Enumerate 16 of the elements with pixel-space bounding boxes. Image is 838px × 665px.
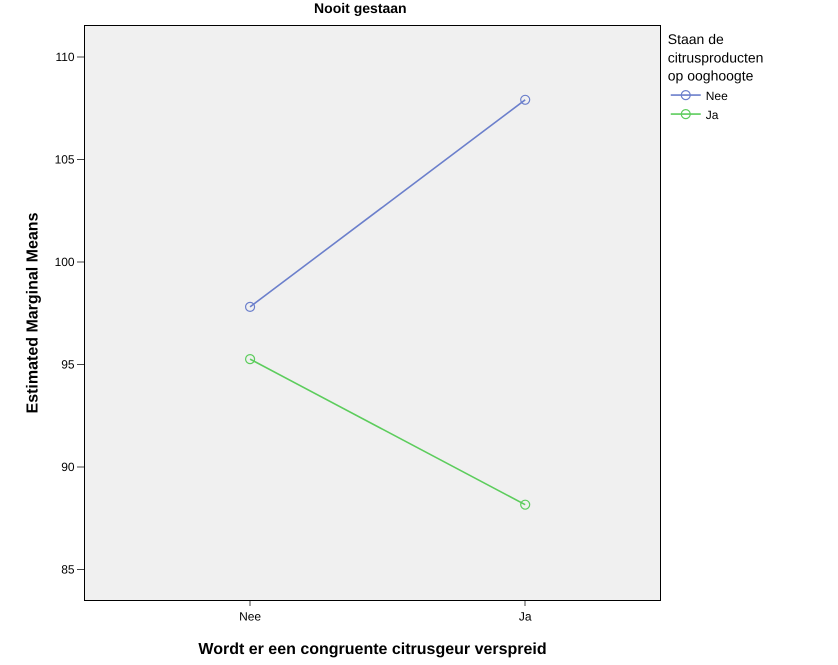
- point: [520, 500, 530, 510]
- y-tick-label: 100: [54, 254, 75, 269]
- y-tick-label: 110: [55, 50, 75, 64]
- y-axis-title: Estimated Marginal Means: [24, 212, 42, 414]
- legend-label: Nee: [706, 88, 728, 103]
- x-axis-title: Wordt er een congruente citrusgeur verspreid: [198, 641, 547, 658]
- y-tick-label: 85: [61, 562, 75, 576]
- y-tick-label: 105: [54, 152, 75, 166]
- point: [244, 302, 256, 312]
- y-tick-label: 90: [61, 460, 75, 474]
- legend-label: Ja: [706, 108, 719, 122]
- y-tick-label: 95: [61, 357, 75, 372]
- legend-title: Staan de citrusproducten op ooghoogte: [668, 31, 764, 84]
- chart-title: Nooit gestaan: [314, 0, 407, 16]
- point: [244, 354, 256, 364]
- point: [520, 94, 530, 105]
